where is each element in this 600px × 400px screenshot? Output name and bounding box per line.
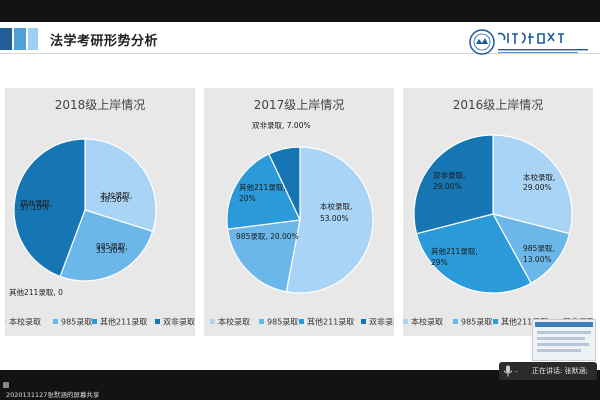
- data-label: 38.50%: [100, 195, 129, 204]
- legend-label: 本校录取: [411, 317, 443, 327]
- pie-slice: [13, 138, 86, 278]
- legend-label: 双非录取: [163, 317, 195, 327]
- microphone-icon: [504, 365, 512, 377]
- pie-slice: [492, 134, 573, 235]
- data-label: 双非录取,: [20, 198, 52, 208]
- title-divider: [0, 53, 600, 54]
- chart-panel-2018: 2018级上岸情况本校录取, 38.50% 985录取, 33.30% 其他211录取,…: [5, 88, 195, 336]
- data-label: 本校录取,: [320, 201, 352, 211]
- chart-panel-2017: 2017级上岸情况本校录取, 53.00% 985录取, 20.00% 其他211录取…: [204, 88, 394, 336]
- chart-title: 2017级上岸情况: [254, 98, 345, 112]
- title-accent-block: [0, 28, 12, 50]
- legend-swatch: [493, 319, 498, 324]
- data-label: 双非录取, 7.00%: [252, 120, 311, 130]
- data-label: 其他211录取,: [239, 182, 286, 192]
- data-label: 33.30%: [96, 246, 125, 255]
- thumbnail-row: [537, 337, 585, 340]
- thumbnail-row: [537, 343, 589, 346]
- data-label: 双非录取,: [433, 170, 465, 180]
- pie-chart-2016: 2016级上岸情况本校录取,29.00%985录取,13.00%其他211录取,…: [403, 98, 593, 327]
- legend-swatch: [259, 319, 264, 324]
- data-label: 53.00%: [320, 214, 349, 223]
- data-label: 985录取, 20.00%: [236, 232, 299, 241]
- legend-swatch: [210, 319, 215, 324]
- legend-label: 双非录取: [369, 317, 394, 327]
- data-label: 13.00%: [523, 255, 552, 264]
- data-label: 其他211录取, 0: [9, 287, 63, 297]
- data-label: 985录取,: [96, 242, 128, 251]
- legend-swatch: [53, 319, 58, 324]
- pie-slice: [268, 146, 301, 221]
- pie-slice: [415, 213, 532, 294]
- pie-slice: [84, 138, 157, 233]
- legend-label: 985录取: [461, 318, 492, 327]
- speaker-ellipsis: ...: [514, 366, 519, 374]
- legend-swatch: [403, 319, 408, 324]
- chart-panel-2016: 2016级上岸情况 本校录取, 29.00% 985录取, 13.00% 其他211录取,…: [403, 88, 593, 336]
- pie-slice: [59, 209, 154, 282]
- speaker-indicator: [499, 362, 597, 380]
- legend-label: 985录取: [61, 318, 92, 327]
- data-label: 20%: [239, 194, 256, 203]
- legend-label: 其他211录取: [307, 317, 354, 327]
- legend-swatch: [453, 319, 458, 324]
- legend-swatch: [155, 319, 160, 324]
- pie-slice: [226, 153, 301, 230]
- speaker-name-text: 正在讲话: 张默涵;: [532, 367, 588, 375]
- share-indicator-icon: [3, 382, 9, 388]
- title-accent-block: [28, 28, 38, 50]
- thumbnail-row: [537, 349, 581, 352]
- legend-label: 985录取: [267, 318, 298, 327]
- legend-label: 本校录取: [9, 317, 41, 327]
- legend-swatch: [361, 319, 366, 324]
- legend-label: 其他211录取: [100, 317, 147, 327]
- slide-title: 法学考研形势分析: [50, 34, 159, 49]
- share-status-text: 2020131127张默涵的屏幕共享: [6, 391, 100, 399]
- legend-swatch: [299, 319, 304, 324]
- legend-swatch: [5, 319, 6, 324]
- legend-label: 其他211录取: [501, 317, 548, 327]
- university-logo: [469, 29, 588, 55]
- title-accent-block: [14, 28, 26, 50]
- screen-share-top-bar: [0, 0, 600, 22]
- pie-slice: [285, 146, 374, 294]
- data-label: 本校录取,: [100, 190, 132, 200]
- data-label: 29%: [431, 258, 448, 267]
- thumbnail-row: [537, 331, 591, 334]
- legend-swatch: [92, 319, 97, 324]
- pie-slice: [226, 219, 301, 293]
- data-label: 57.10%: [20, 203, 49, 212]
- data-label: 本校录取,: [523, 172, 555, 182]
- pie-slice: [413, 134, 494, 235]
- legend-label: 本校录取: [218, 317, 250, 327]
- data-label: 其他211录取,: [431, 246, 478, 256]
- chart-title: 2018级上岸情况: [55, 98, 146, 112]
- data-label: 29.00%: [433, 182, 462, 191]
- slide-thumbnail[interactable]: [532, 319, 596, 361]
- chart-title: 2016级上岸情况: [453, 98, 544, 112]
- data-label: 985录取,: [523, 244, 555, 253]
- pie-slice: [491, 213, 571, 285]
- thumbnail-header: [535, 322, 593, 327]
- data-label: 29.00%: [523, 183, 552, 192]
